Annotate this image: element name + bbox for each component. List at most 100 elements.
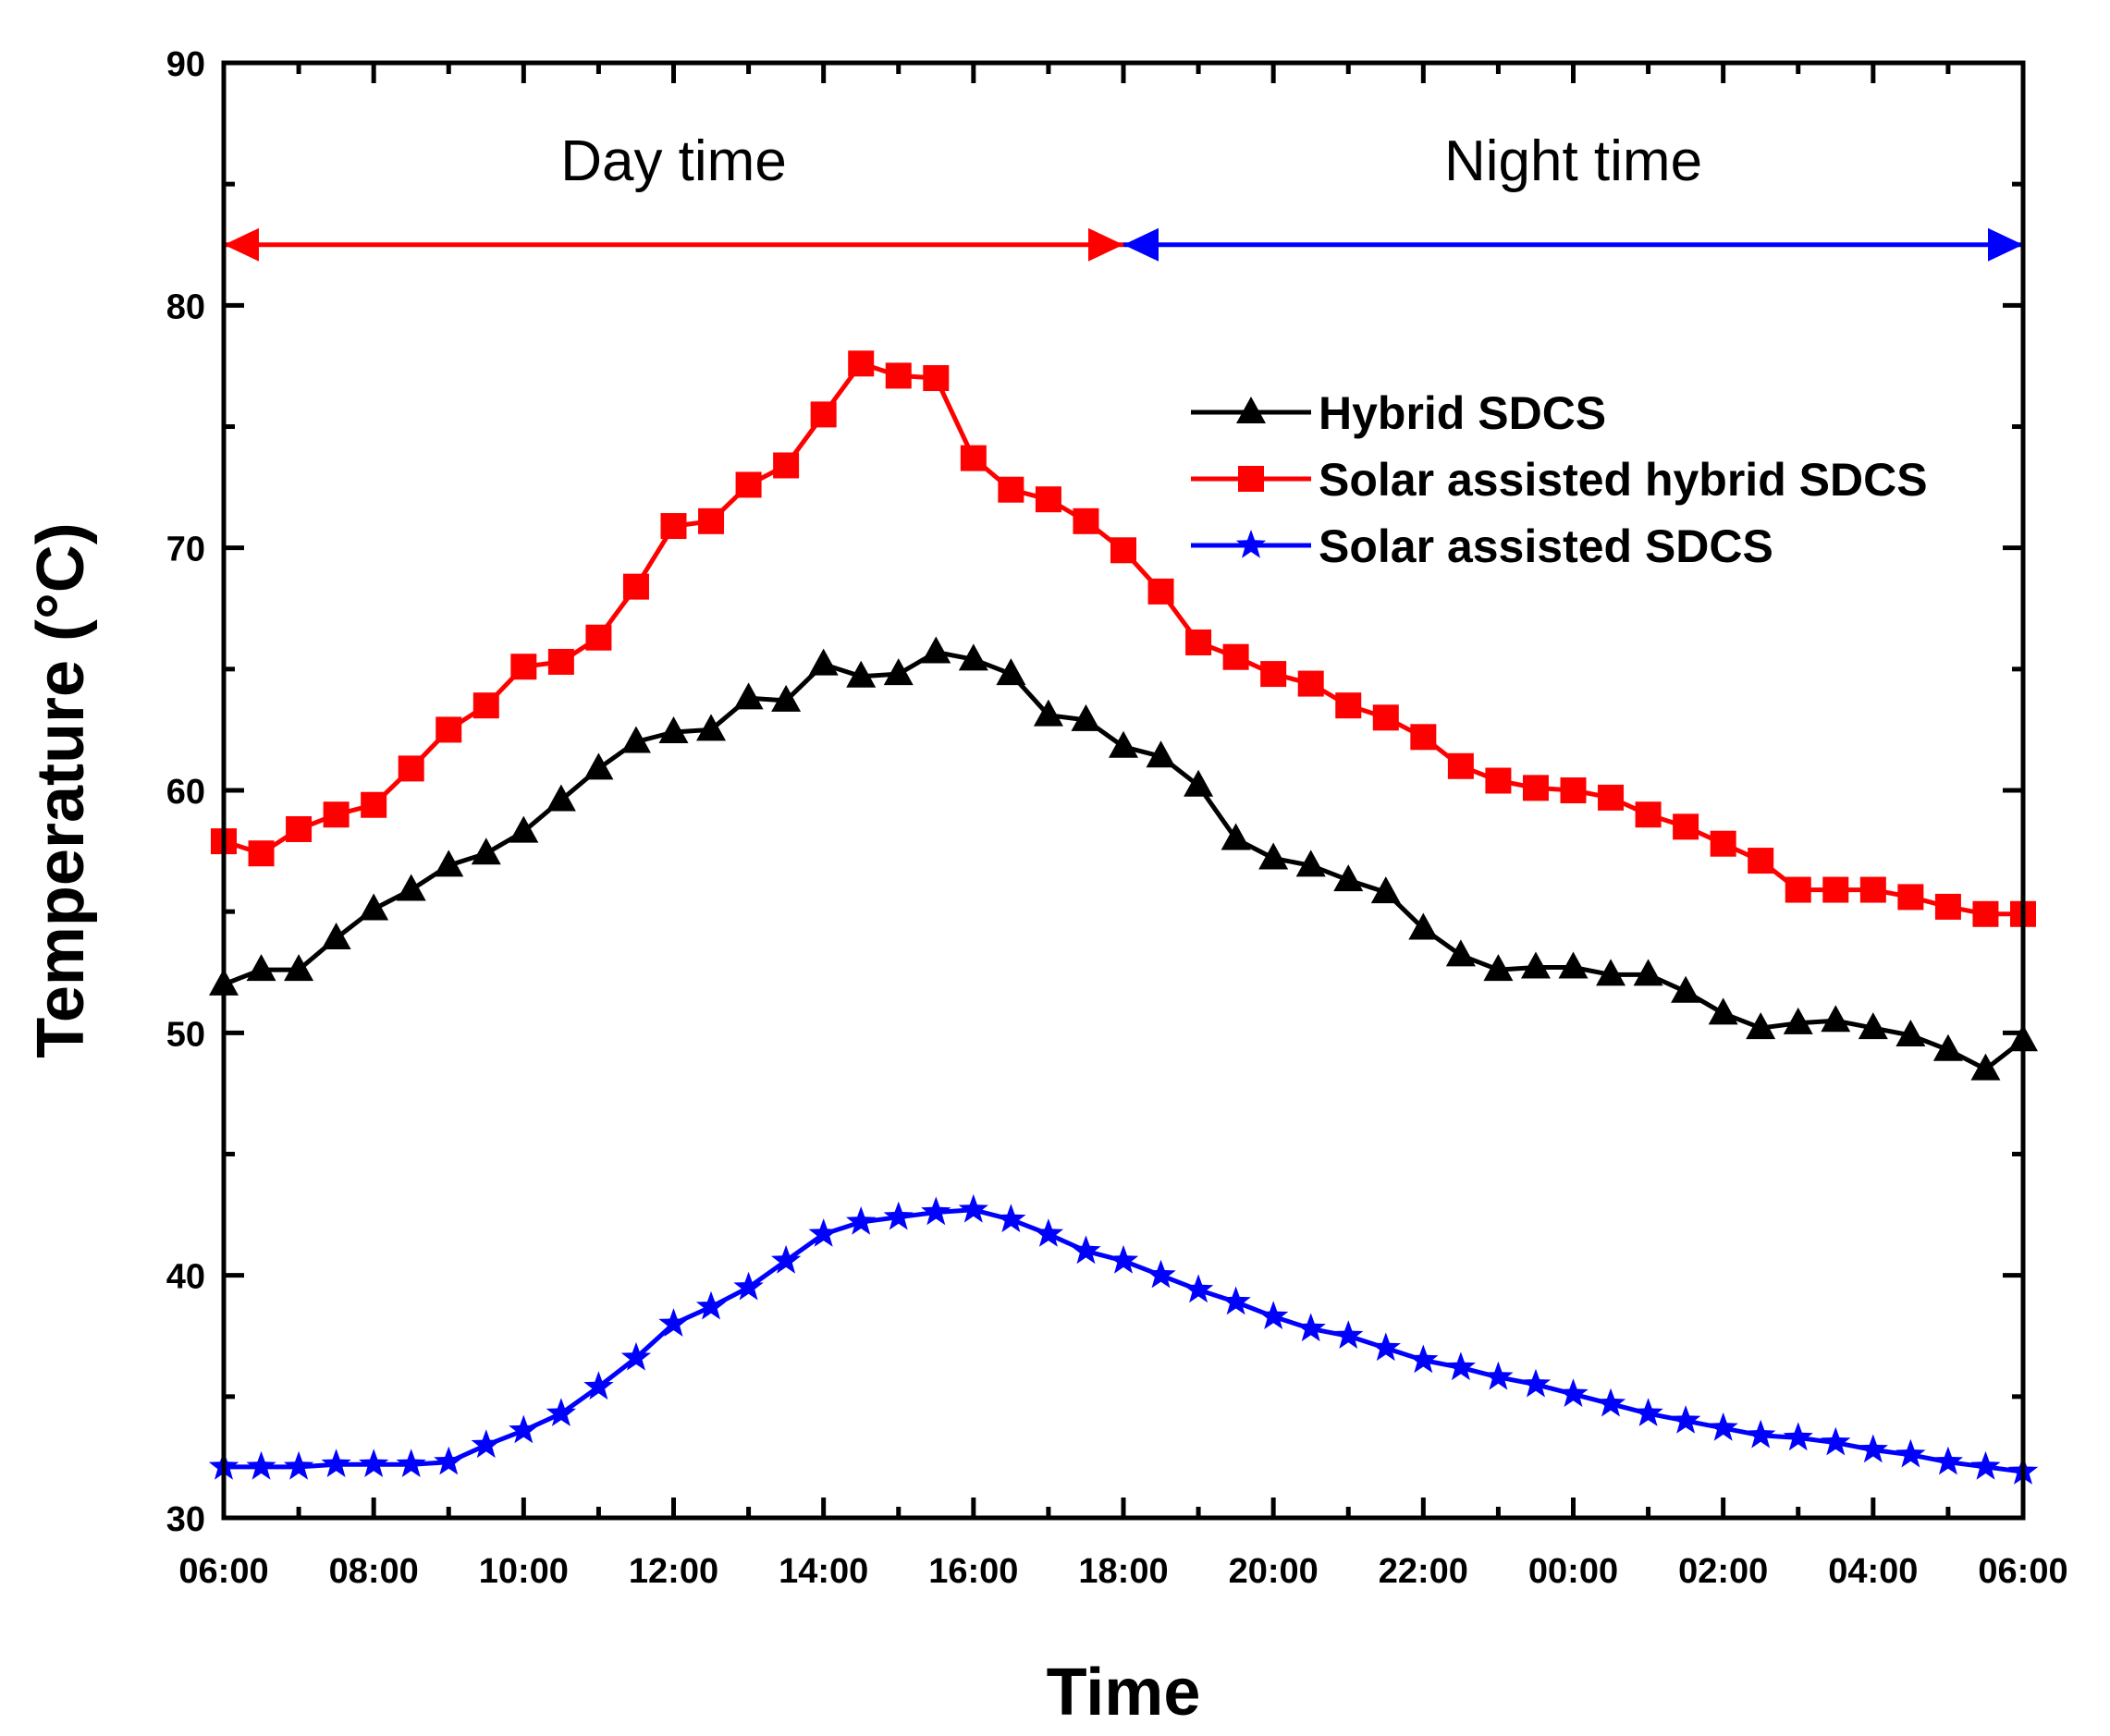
- data-point: [808, 1218, 839, 1247]
- period-label: Night time: [1444, 129, 1702, 193]
- x-tick-label: 02:00: [1678, 1552, 1768, 1591]
- arrowhead-left: [224, 227, 259, 262]
- legend-swatch-marker: [1238, 466, 1264, 492]
- data-point: [998, 476, 1024, 503]
- data-point: [695, 1290, 727, 1320]
- data-point: [1295, 850, 1326, 877]
- legend-swatch-marker: [1236, 397, 1266, 423]
- legend-entry: Hybrid SDCS: [1191, 387, 1606, 439]
- data-point: [246, 954, 276, 982]
- data-point: [1410, 724, 1437, 751]
- data-point: [321, 923, 351, 950]
- data-point: [885, 362, 912, 389]
- data-point: [660, 513, 687, 540]
- data-point: [1035, 486, 1061, 513]
- data-point: [1333, 1320, 1364, 1349]
- period-annotation: Day time: [224, 129, 1123, 262]
- data-point: [1447, 752, 1474, 779]
- data-point: [846, 1206, 877, 1235]
- data-point: [1221, 1286, 1251, 1315]
- data-point: [1370, 1332, 1401, 1362]
- series-lines: [208, 350, 2039, 1485]
- data-point: [1520, 1368, 1552, 1398]
- data-point: [435, 716, 462, 743]
- data-point: [546, 1398, 576, 1426]
- data-point: [246, 1450, 276, 1480]
- data-point: [321, 1449, 351, 1477]
- x-tick-label: 06:00: [178, 1552, 268, 1591]
- data-point: [1147, 578, 1174, 605]
- y-tick-label: 30: [166, 1500, 205, 1539]
- data-point: [773, 452, 800, 479]
- data-point: [1183, 1274, 1214, 1303]
- data-point: [1558, 951, 1589, 979]
- legend-swatch-marker: [1235, 530, 1267, 558]
- data-point: [658, 1308, 689, 1337]
- data-point: [434, 1446, 464, 1475]
- data-point: [1710, 830, 1736, 857]
- data-point: [1897, 884, 1924, 911]
- data-point: [583, 752, 614, 780]
- data-point: [1297, 670, 1324, 697]
- data-point: [1595, 1388, 1626, 1417]
- data-point: [396, 874, 426, 901]
- data-point: [808, 648, 839, 676]
- data-point: [1485, 767, 1512, 794]
- data-point: [1483, 954, 1514, 982]
- legend-label: Hybrid SDCS: [1319, 387, 1606, 439]
- data-point: [1858, 1012, 1888, 1040]
- data-point: [1260, 661, 1287, 688]
- data-point: [1110, 537, 1136, 564]
- data-point: [921, 1196, 951, 1226]
- legend-entry: Solar assisted hybrid SDCS: [1191, 454, 1928, 506]
- x-axis-title: Time: [1047, 1656, 1201, 1730]
- data-point: [1596, 959, 1626, 986]
- data-point: [658, 716, 689, 744]
- data-point: [1335, 692, 1362, 719]
- data-point: [1633, 959, 1663, 986]
- data-point: [848, 350, 875, 377]
- arrowhead-right: [1988, 227, 2023, 262]
- data-point: [1073, 507, 1099, 534]
- data-point: [1708, 997, 1738, 1025]
- data-point: [359, 893, 389, 921]
- data-point: [283, 1450, 314, 1480]
- data-point: [1821, 1426, 1851, 1456]
- data-point: [958, 1193, 988, 1223]
- data-point: [1221, 823, 1251, 850]
- data-point: [1895, 1438, 1926, 1468]
- data-point: [771, 1244, 802, 1274]
- data-point: [921, 636, 951, 664]
- data-point: [1522, 775, 1549, 801]
- y-tick-label: 50: [166, 1015, 205, 1054]
- data-point: [1483, 1361, 1514, 1390]
- data-point: [1445, 939, 1476, 967]
- data-point: [1673, 813, 1699, 840]
- data-point: [733, 682, 764, 710]
- data-point: [1783, 1422, 1813, 1451]
- data-point: [1258, 842, 1289, 870]
- data-point: [1746, 1012, 1776, 1040]
- data-point: [1783, 1007, 1813, 1034]
- data-point: [958, 643, 988, 671]
- x-tick-label: 00:00: [1528, 1552, 1618, 1591]
- axis-labels: 30 40 50 60 70 80 90 06:00 08:00 10:00 12:00 14:00 1…: [166, 45, 2068, 1591]
- data-point: [1184, 769, 1214, 797]
- data-point: [735, 471, 762, 498]
- data-point: [1598, 784, 1625, 811]
- data-point: [1972, 900, 1999, 927]
- y-tick-label: 60: [166, 773, 205, 812]
- data-point: [1633, 1398, 1663, 1426]
- series-hybrid-sdcs: [209, 636, 2038, 1081]
- data-point: [1146, 1259, 1176, 1289]
- x-tick-label: 12:00: [629, 1552, 718, 1591]
- x-tick-label: 16:00: [928, 1552, 1018, 1591]
- tick-marks: [221, 60, 2026, 1521]
- data-point: [284, 954, 314, 982]
- data-point: [1109, 730, 1138, 758]
- data-point: [1821, 1005, 1851, 1033]
- legend-label: Solar assisted hybrid SDCS: [1319, 454, 1928, 506]
- data-point: [585, 624, 612, 651]
- data-point: [622, 573, 649, 600]
